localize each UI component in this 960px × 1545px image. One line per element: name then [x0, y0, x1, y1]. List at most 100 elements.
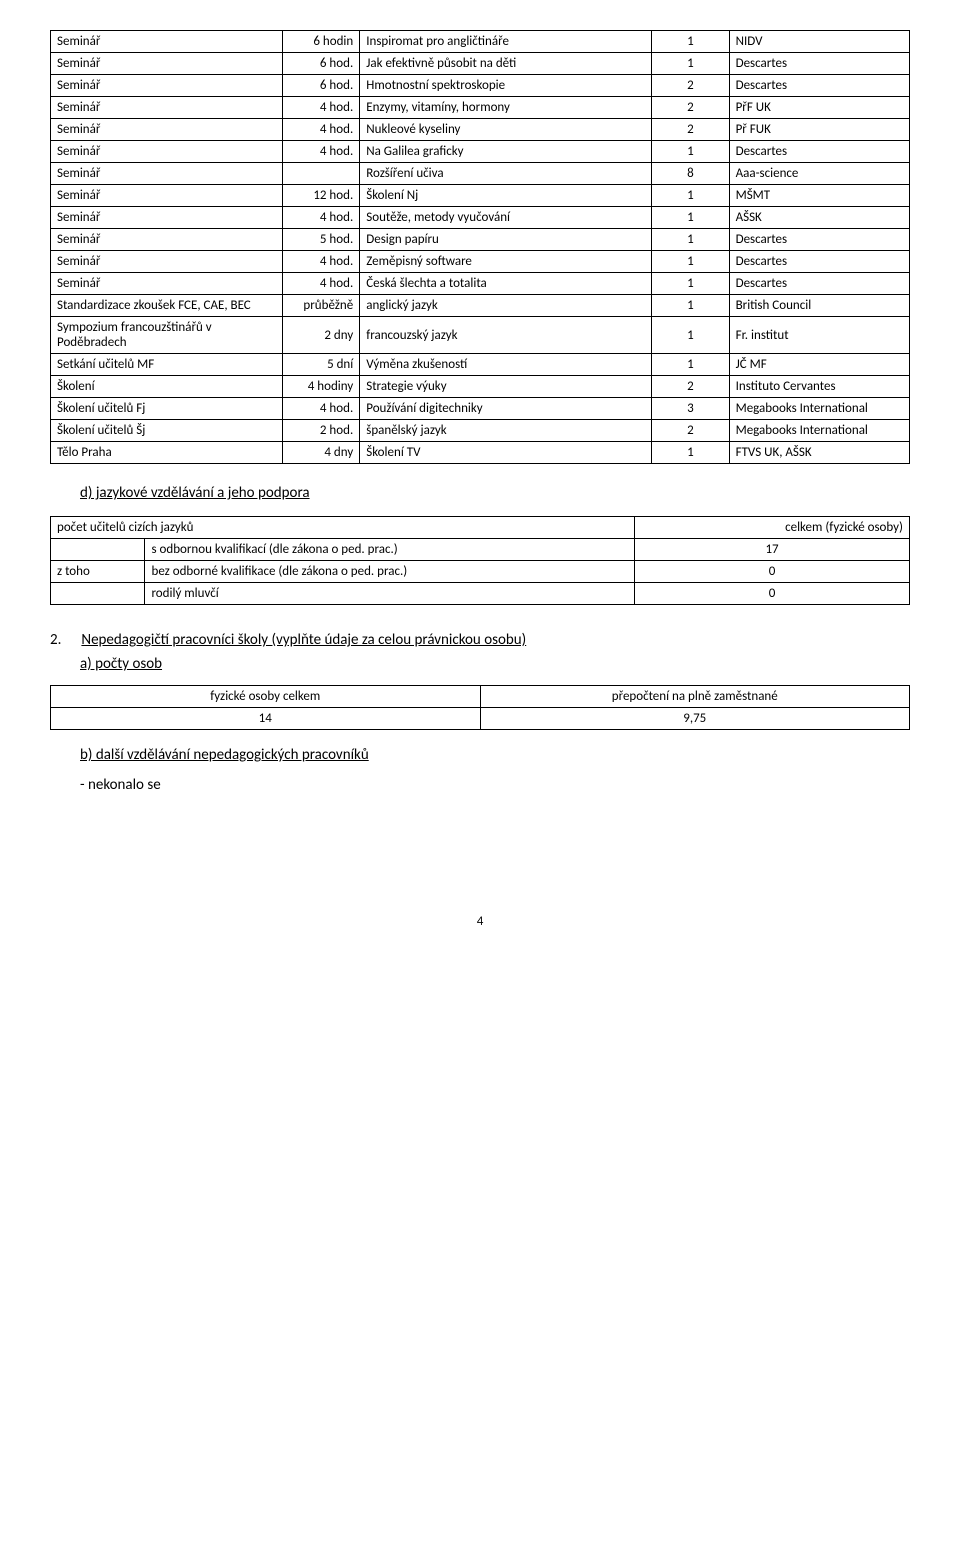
table-cell: Školení — [51, 376, 283, 398]
table-cell: 1 — [652, 185, 729, 207]
table-cell: průběžně — [282, 295, 359, 317]
table-cell: Megabooks International — [729, 420, 909, 442]
table-cell: z toho — [51, 561, 145, 583]
heading-d: d) jazykové vzdělávání a jeho podpora — [80, 484, 910, 502]
table-cell: Seminář — [51, 141, 283, 163]
table-cell: Seminář — [51, 185, 283, 207]
table-cell: 4 hod. — [282, 398, 359, 420]
table-cell: 8 — [652, 163, 729, 185]
table-cell: 2 — [652, 376, 729, 398]
table-cell: Školení učitelů Fj — [51, 398, 283, 420]
table-cell: 1 — [652, 273, 729, 295]
table-cell: anglický jazyk — [360, 295, 652, 317]
table-cell: s odbornou kvalifikací (dle zákona o ped… — [145, 539, 635, 561]
table-row: Seminář4 hod.Enzymy, vitamíny, hormony2P… — [51, 97, 910, 119]
table-cell: 0 — [635, 583, 910, 605]
table-cell: 6 hod. — [282, 75, 359, 97]
table-row: rodilý mluvčí0 — [51, 583, 910, 605]
table-cell: JČ MF — [729, 354, 909, 376]
table-row: Seminář4 hod.Soutěže, metody vyučování1A… — [51, 207, 910, 229]
table-cell: Aaa-science — [729, 163, 909, 185]
table-cell: Česká šlechta a totalita — [360, 273, 652, 295]
table-cell: 4 dny — [282, 442, 359, 464]
table-cell: Enzymy, vitamíny, hormony — [360, 97, 652, 119]
table-cell: 2 — [652, 119, 729, 141]
table-cell: Na Galilea graficky — [360, 141, 652, 163]
heading-2-text: Nepedagogičtí pracovníci školy (vyplňte … — [81, 631, 526, 649]
heading-2-num: 2. — [50, 631, 78, 649]
table-cell: 1 — [652, 207, 729, 229]
table-cell: Seminář — [51, 273, 283, 295]
table-cell: 6 hodin — [282, 31, 359, 53]
t3-h1: fyzické osoby celkem — [51, 686, 481, 708]
table-cell: Školení učitelů Šj — [51, 420, 283, 442]
table-cell: 1 — [652, 442, 729, 464]
table-cell: Seminář — [51, 119, 283, 141]
t3-v2: 9,75 — [480, 708, 910, 730]
table-cell: Př FUK — [729, 119, 909, 141]
table-cell: Design papíru — [360, 229, 652, 251]
table-cell: Fr. institut — [729, 317, 909, 354]
sub-b: b) další vzdělávání nepedagogických prac… — [80, 746, 910, 764]
table-row: Školení učitelů Fj4 hod.Používání digite… — [51, 398, 910, 420]
table-cell: MŠMT — [729, 185, 909, 207]
table-cell: Výměna zkušeností — [360, 354, 652, 376]
table-cell: Rozšíření učiva — [360, 163, 652, 185]
table-row: Setkání učitelů MF5 dníVýměna zkušeností… — [51, 354, 910, 376]
table-cell: Seminář — [51, 97, 283, 119]
table-cell: Descartes — [729, 53, 909, 75]
table-cell: Standardizace zkoušek FCE, CAE, BEC — [51, 295, 283, 317]
table-cell — [51, 539, 145, 561]
table-row: Standardizace zkoušek FCE, CAE, BECprůbě… — [51, 295, 910, 317]
table-cell: 5 dní — [282, 354, 359, 376]
sub-b-note: - nekonalo se — [80, 776, 910, 794]
table-cell: British Council — [729, 295, 909, 317]
table-cell: bez odborné kvalifikace (dle zákona o pe… — [145, 561, 635, 583]
table-cell: Instituto Cervantes — [729, 376, 909, 398]
table-row: Tělo Praha4 dnyŠkolení TV1FTVS UK, AŠSK — [51, 442, 910, 464]
table-cell: Descartes — [729, 273, 909, 295]
table-cell: Descartes — [729, 75, 909, 97]
table-cell: Strategie výuky — [360, 376, 652, 398]
table-cell: Nukleové kyseliny — [360, 119, 652, 141]
table-cell: NIDV — [729, 31, 909, 53]
table-cell — [282, 163, 359, 185]
table-row: Seminář4 hod.Zeměpisný software1Descarte… — [51, 251, 910, 273]
table-row: s odbornou kvalifikací (dle zákona o ped… — [51, 539, 910, 561]
t2-header-right: celkem (fyzické osoby) — [635, 517, 910, 539]
table-row: Seminář6 hod.Hmotnostní spektroskopie2De… — [51, 75, 910, 97]
table-cell: Zeměpisný software — [360, 251, 652, 273]
table-cell: 2 — [652, 420, 729, 442]
table-cell: Seminář — [51, 251, 283, 273]
table-cell: 4 hodiny — [282, 376, 359, 398]
table-cell: Školení Nj — [360, 185, 652, 207]
table-cell: 2 hod. — [282, 420, 359, 442]
table-row: Seminář5 hod.Design papíru1Descartes — [51, 229, 910, 251]
t3-v1: 14 — [51, 708, 481, 730]
table-cell: Hmotnostní spektroskopie — [360, 75, 652, 97]
t3-h2: přepočtení na plně zaměstnané — [480, 686, 910, 708]
table-cell: 1 — [652, 354, 729, 376]
table-row: z tohobez odborné kvalifikace (dle zákon… — [51, 561, 910, 583]
table-cell: 1 — [652, 317, 729, 354]
counts-table: fyzické osoby celkem přepočtení na plně … — [50, 685, 910, 730]
table-cell: Inspiromat pro angličtináře — [360, 31, 652, 53]
table-cell — [51, 583, 145, 605]
table-cell: Setkání učitelů MF — [51, 354, 283, 376]
table-cell: španělský jazyk — [360, 420, 652, 442]
table-row: SeminářRozšíření učiva8Aaa-science — [51, 163, 910, 185]
table-cell: rodilý mluvčí — [145, 583, 635, 605]
sub-a: a) počty osob — [80, 655, 910, 673]
table-cell: 2 dny — [282, 317, 359, 354]
table-row: Seminář4 hod.Nukleové kyseliny2Př FUK — [51, 119, 910, 141]
table-cell: 12 hod. — [282, 185, 359, 207]
table-cell: 1 — [652, 53, 729, 75]
teachers-table: počet učitelů cizích jazyků celkem (fyzi… — [50, 516, 910, 605]
table-cell: 1 — [652, 295, 729, 317]
table-row: Školení učitelů Šj2 hod.španělský jazyk2… — [51, 420, 910, 442]
table-cell: 4 hod. — [282, 207, 359, 229]
table-cell: PřF UK — [729, 97, 909, 119]
table-cell: Seminář — [51, 31, 283, 53]
table-cell: Descartes — [729, 251, 909, 273]
table-cell: FTVS UK, AŠSK — [729, 442, 909, 464]
